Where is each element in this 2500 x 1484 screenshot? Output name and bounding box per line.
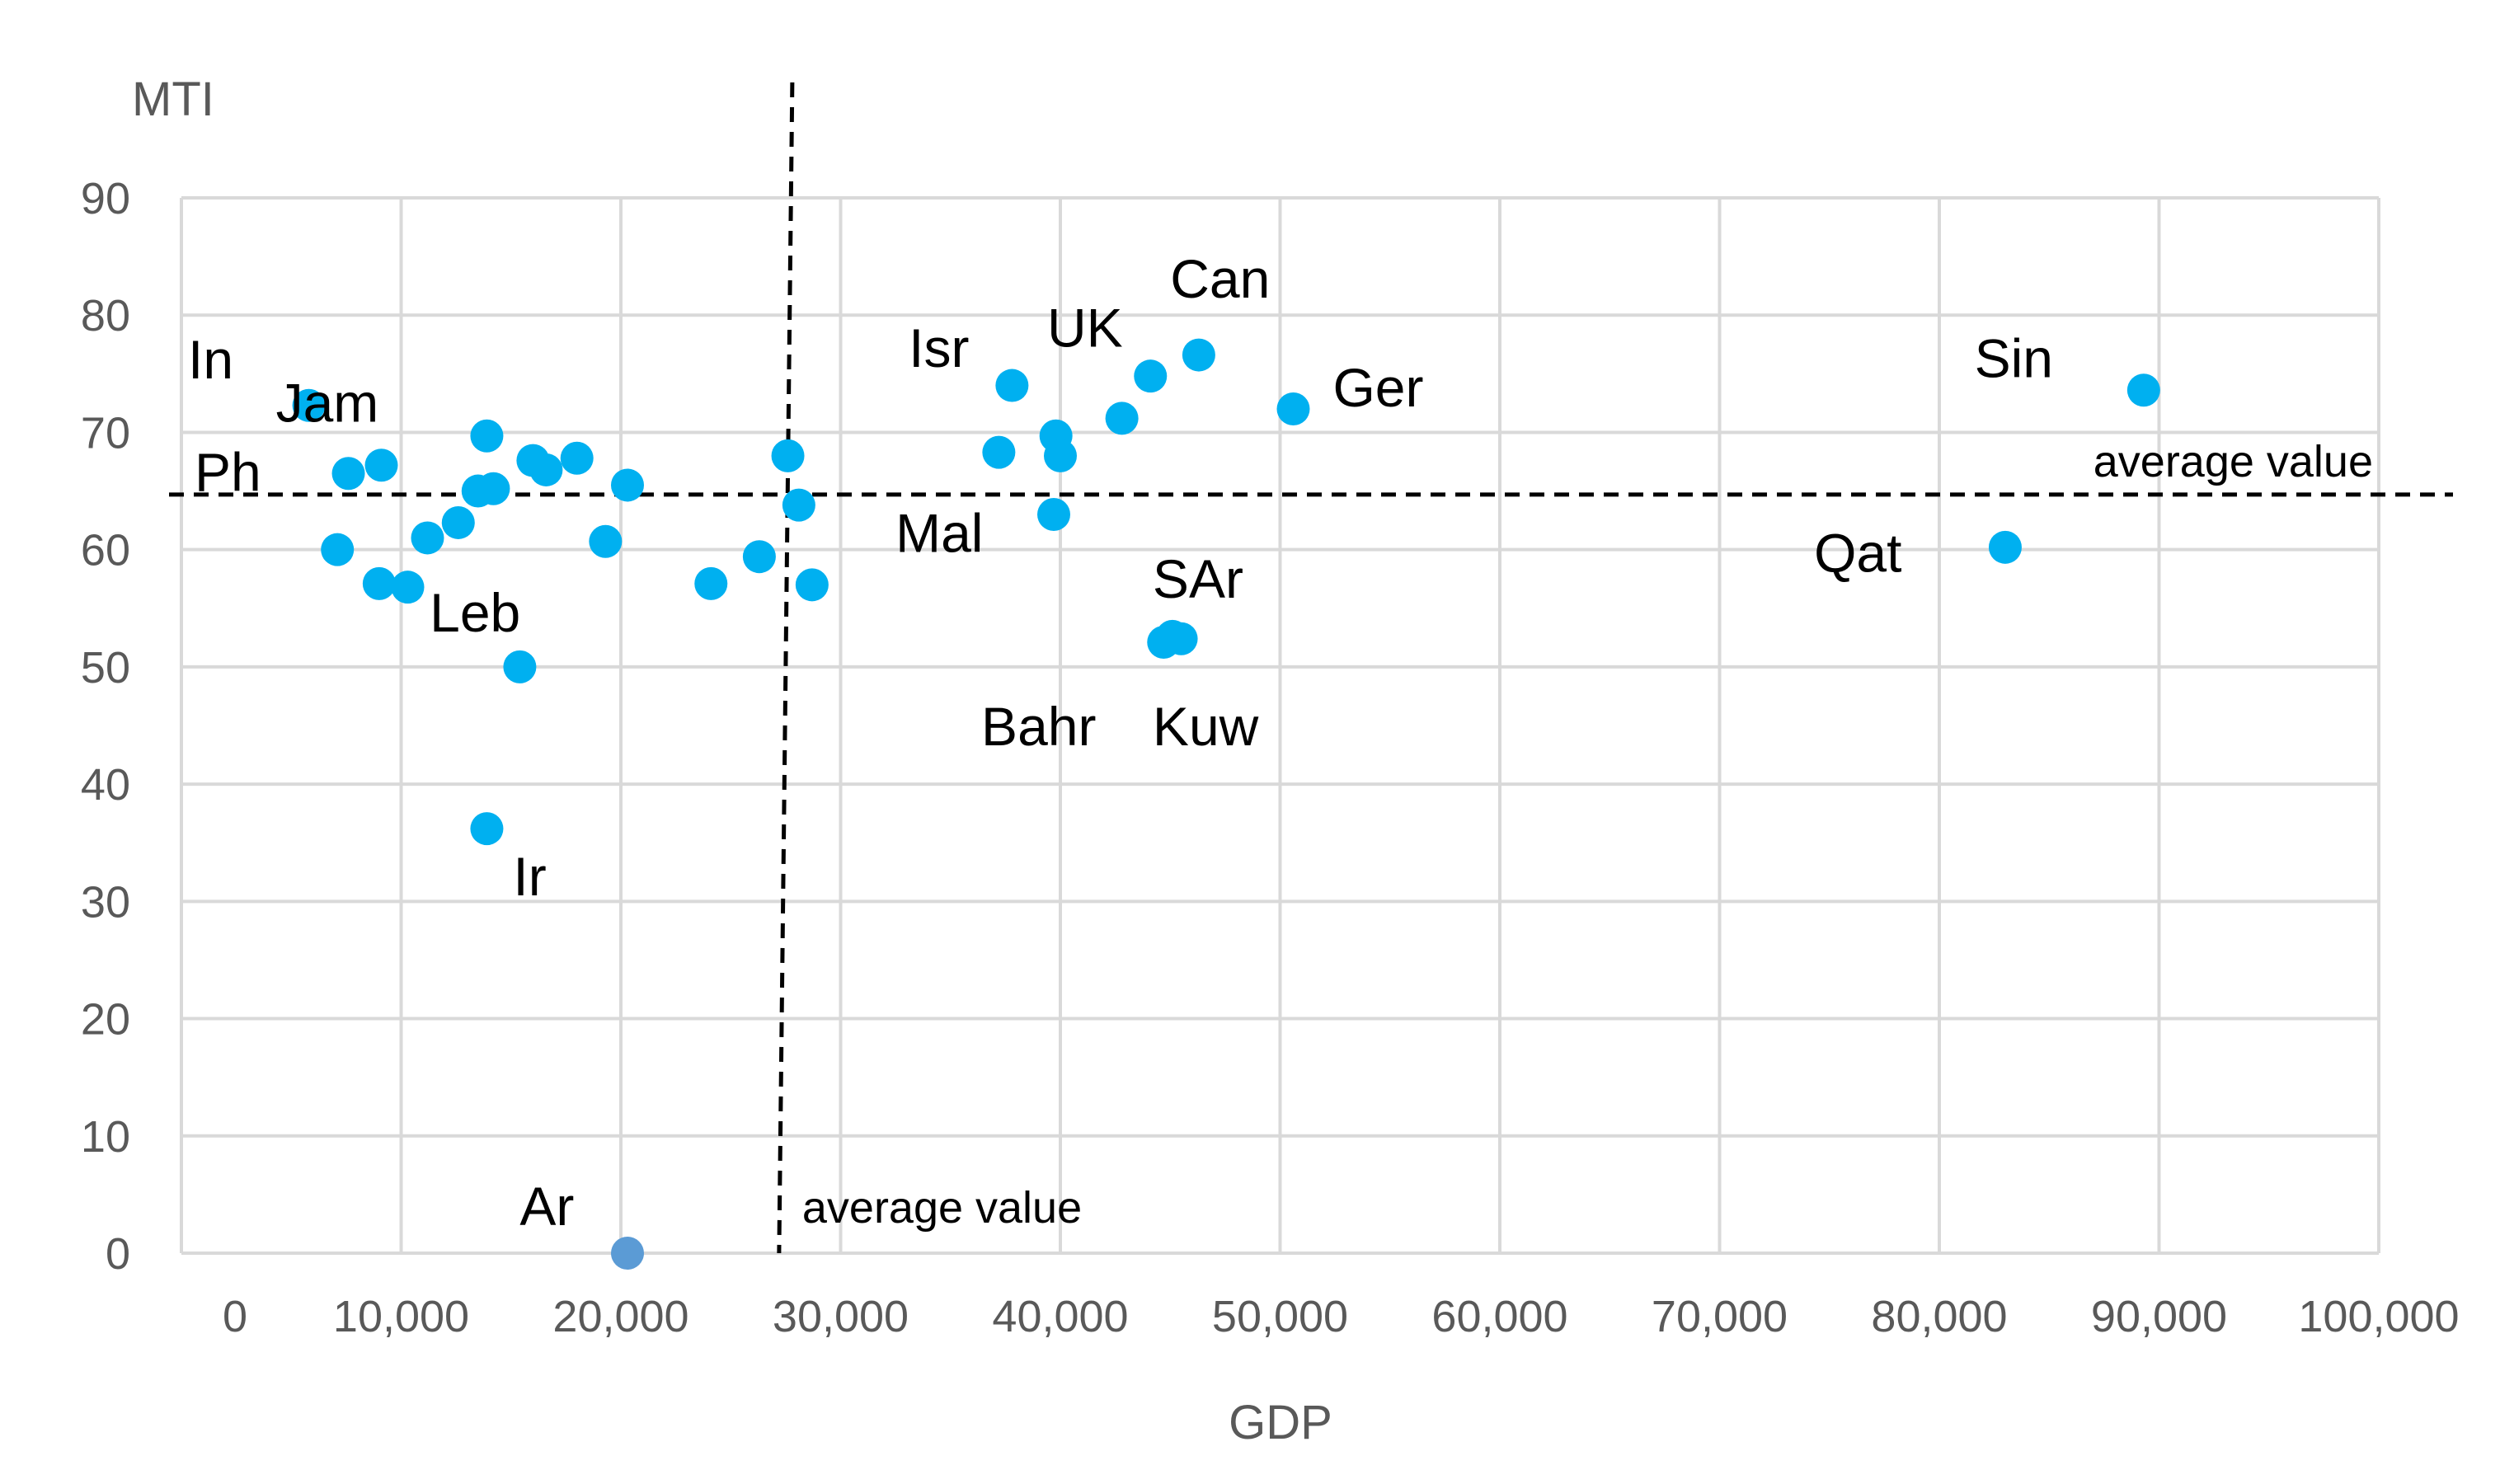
point-label: Can — [1170, 248, 1270, 309]
data-point — [995, 369, 1029, 402]
data-point — [742, 540, 776, 574]
point-label: Leb — [430, 582, 520, 643]
data-point — [331, 457, 365, 491]
y-tick-label: 90 — [81, 174, 130, 223]
y-tick-label: 20 — [81, 995, 130, 1045]
point-label: UK — [1047, 298, 1123, 359]
data-point — [771, 439, 805, 472]
point-label: Mal — [895, 503, 983, 564]
point-label: Qat — [1814, 523, 1901, 584]
data-point — [411, 521, 444, 555]
x-tick-label: 50,000 — [1212, 1292, 1348, 1341]
data-point — [694, 566, 728, 600]
average-lines: average value average value — [169, 82, 2453, 1254]
point-label: Isr — [909, 317, 969, 378]
data-point — [321, 533, 355, 566]
point-label: Bahr — [981, 696, 1096, 757]
y-tick-label: 70 — [81, 408, 130, 458]
x-tick-label: 10,000 — [333, 1292, 469, 1341]
point-label: Ph — [195, 442, 261, 503]
data-point — [364, 448, 398, 482]
x-tick-label: 30,000 — [773, 1292, 909, 1341]
data-point — [795, 568, 829, 602]
data-point — [441, 505, 475, 539]
point-label: Ar — [519, 1176, 574, 1237]
y-tick-label: 30 — [81, 877, 130, 927]
x-tick-label: 20,000 — [552, 1292, 688, 1341]
data-point — [610, 1237, 644, 1270]
point-label: Ir — [513, 846, 546, 907]
point-label: SAr — [1153, 548, 1243, 609]
data-point — [1276, 392, 1310, 425]
y-tick-label: 60 — [81, 526, 130, 575]
average-label-vertical: average value — [802, 1183, 1082, 1233]
point-label: Jam — [276, 373, 379, 434]
data-point — [1134, 359, 1168, 393]
grid-layer — [180, 196, 2380, 1255]
data-point — [1105, 402, 1139, 435]
data-point — [982, 435, 1016, 469]
data-point — [391, 571, 425, 604]
point-label: Kuw — [1153, 696, 1259, 757]
data-point — [477, 472, 510, 505]
y-tick-label: 50 — [81, 643, 130, 693]
data-point — [1988, 530, 2022, 564]
data-point — [470, 812, 504, 846]
data-point — [610, 468, 644, 502]
data-point — [470, 419, 504, 453]
x-tick-label: 70,000 — [1652, 1292, 1788, 1341]
data-point — [1037, 498, 1071, 531]
average-label-horizontal: average value — [2094, 437, 2373, 486]
x-tick-label: 60,000 — [1431, 1292, 1567, 1341]
data-point — [782, 488, 815, 522]
data-point — [2126, 373, 2160, 407]
y-axis-title: MTI — [132, 73, 214, 126]
tick-labels: 0 10,000 20,000 30,000 40,000 50,000 60,000 70,… — [81, 174, 2460, 1341]
point-label: Ger — [1332, 357, 1423, 418]
average-line-vertical — [777, 82, 795, 1254]
x-tick-label: 100,000 — [2298, 1292, 2459, 1341]
point-label: In — [188, 329, 233, 390]
x-tick-label: 80,000 — [1871, 1292, 2007, 1341]
point-label: Sin — [1975, 328, 2053, 389]
y-tick-label: 80 — [81, 291, 130, 340]
data-point — [589, 524, 623, 558]
y-tick-label: 0 — [106, 1229, 130, 1279]
data-point — [362, 566, 396, 600]
x-tick-label: 40,000 — [992, 1292, 1128, 1341]
data-point — [1182, 338, 1215, 372]
data-point — [503, 650, 537, 683]
data-point — [1164, 622, 1198, 655]
x-tick-label: 0 — [223, 1292, 247, 1341]
x-axis-title: GDP — [1229, 1396, 1332, 1449]
data-point — [560, 441, 594, 475]
y-tick-label: 40 — [81, 760, 130, 810]
data-point — [1044, 439, 1077, 472]
data-points — [292, 338, 2160, 1270]
x-tick-label: 90,000 — [2091, 1292, 2227, 1341]
data-point — [292, 388, 326, 422]
y-tick-label: 10 — [81, 1112, 130, 1162]
data-point — [529, 453, 563, 486]
